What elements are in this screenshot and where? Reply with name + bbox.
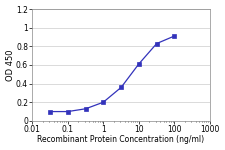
Y-axis label: OD 450: OD 450 <box>6 49 15 81</box>
X-axis label: Recombinant Protein Concentration (ng/ml): Recombinant Protein Concentration (ng/ml… <box>37 135 205 144</box>
